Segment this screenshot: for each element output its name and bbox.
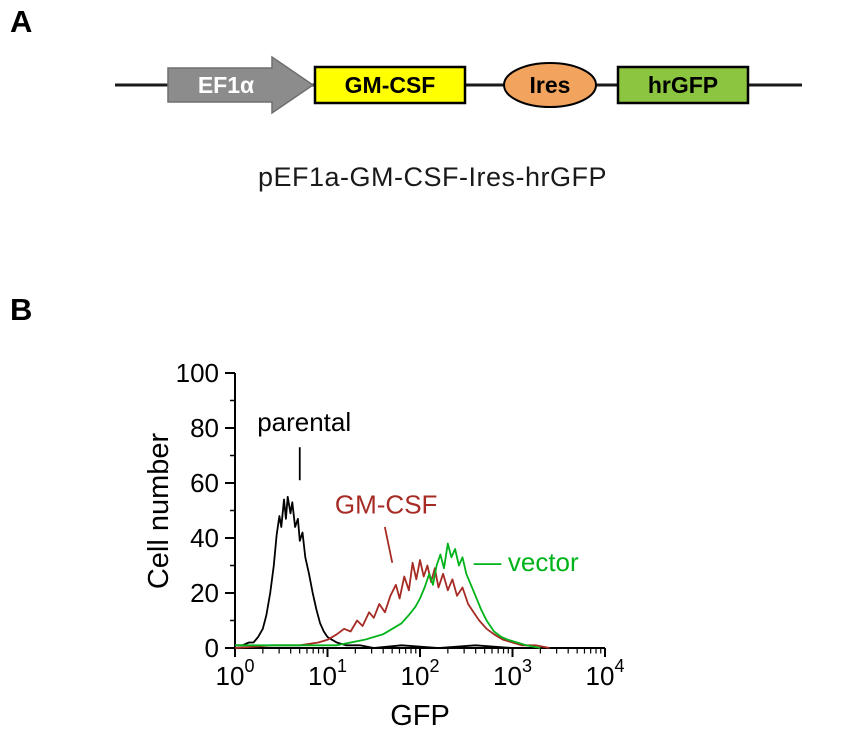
plot-annotations: parental GM-CSF vector xyxy=(257,407,579,577)
y-tick-label: 0 xyxy=(205,633,219,663)
y-tick-label: 40 xyxy=(190,523,219,553)
annotation-label-vector: vector xyxy=(508,547,579,577)
x-axis-title: GFP xyxy=(390,700,450,732)
y-tick-label: 20 xyxy=(190,578,219,608)
reporter-label: hrGFP xyxy=(648,72,718,98)
y-tick-label: 60 xyxy=(190,468,219,498)
plot-series xyxy=(234,495,550,649)
gene-box xyxy=(313,65,467,105)
x-tick-label: 100 xyxy=(216,656,255,691)
promoter-label: EF1α xyxy=(198,72,254,98)
y-axis-title: Cell number xyxy=(143,432,175,589)
ires-label: Ires xyxy=(530,72,571,98)
x-tick-label: 103 xyxy=(493,656,532,691)
x-tick-label: 104 xyxy=(586,656,625,691)
promoter-arrow xyxy=(167,55,315,115)
panel-b-label: B xyxy=(10,292,33,327)
construct-caption: pEF1a-GM-CSF-Ires-hrGFP xyxy=(257,162,608,192)
plot-axes: 0 20 40 60 80 100 100 101 102 103 104 xyxy=(176,358,625,691)
annotation-line-GM-CSF xyxy=(383,526,394,563)
series-GM-CSF xyxy=(234,559,550,649)
x-tick-label: 102 xyxy=(401,656,440,691)
y-tick-label: 80 xyxy=(190,413,219,443)
reporter-box xyxy=(616,65,750,105)
x-tick-label: 101 xyxy=(308,656,347,691)
gene-label: GM-CSF xyxy=(345,72,436,98)
histogram-plot: 0 20 40 60 80 100 100 101 102 103 104 parental GM-C… xyxy=(143,358,625,732)
annotation-label-GM-CSF: GM-CSF xyxy=(335,489,438,519)
y-tick-label: 100 xyxy=(176,358,219,388)
ires-ellipse xyxy=(503,62,597,108)
panel-a-label: A xyxy=(10,4,33,39)
series-parental xyxy=(235,495,550,649)
series-vector xyxy=(235,542,541,649)
construct-diagram: EF1α GM-CSF Ires hrGFP xyxy=(115,55,802,115)
annotation-label-parental: parental xyxy=(257,407,351,437)
